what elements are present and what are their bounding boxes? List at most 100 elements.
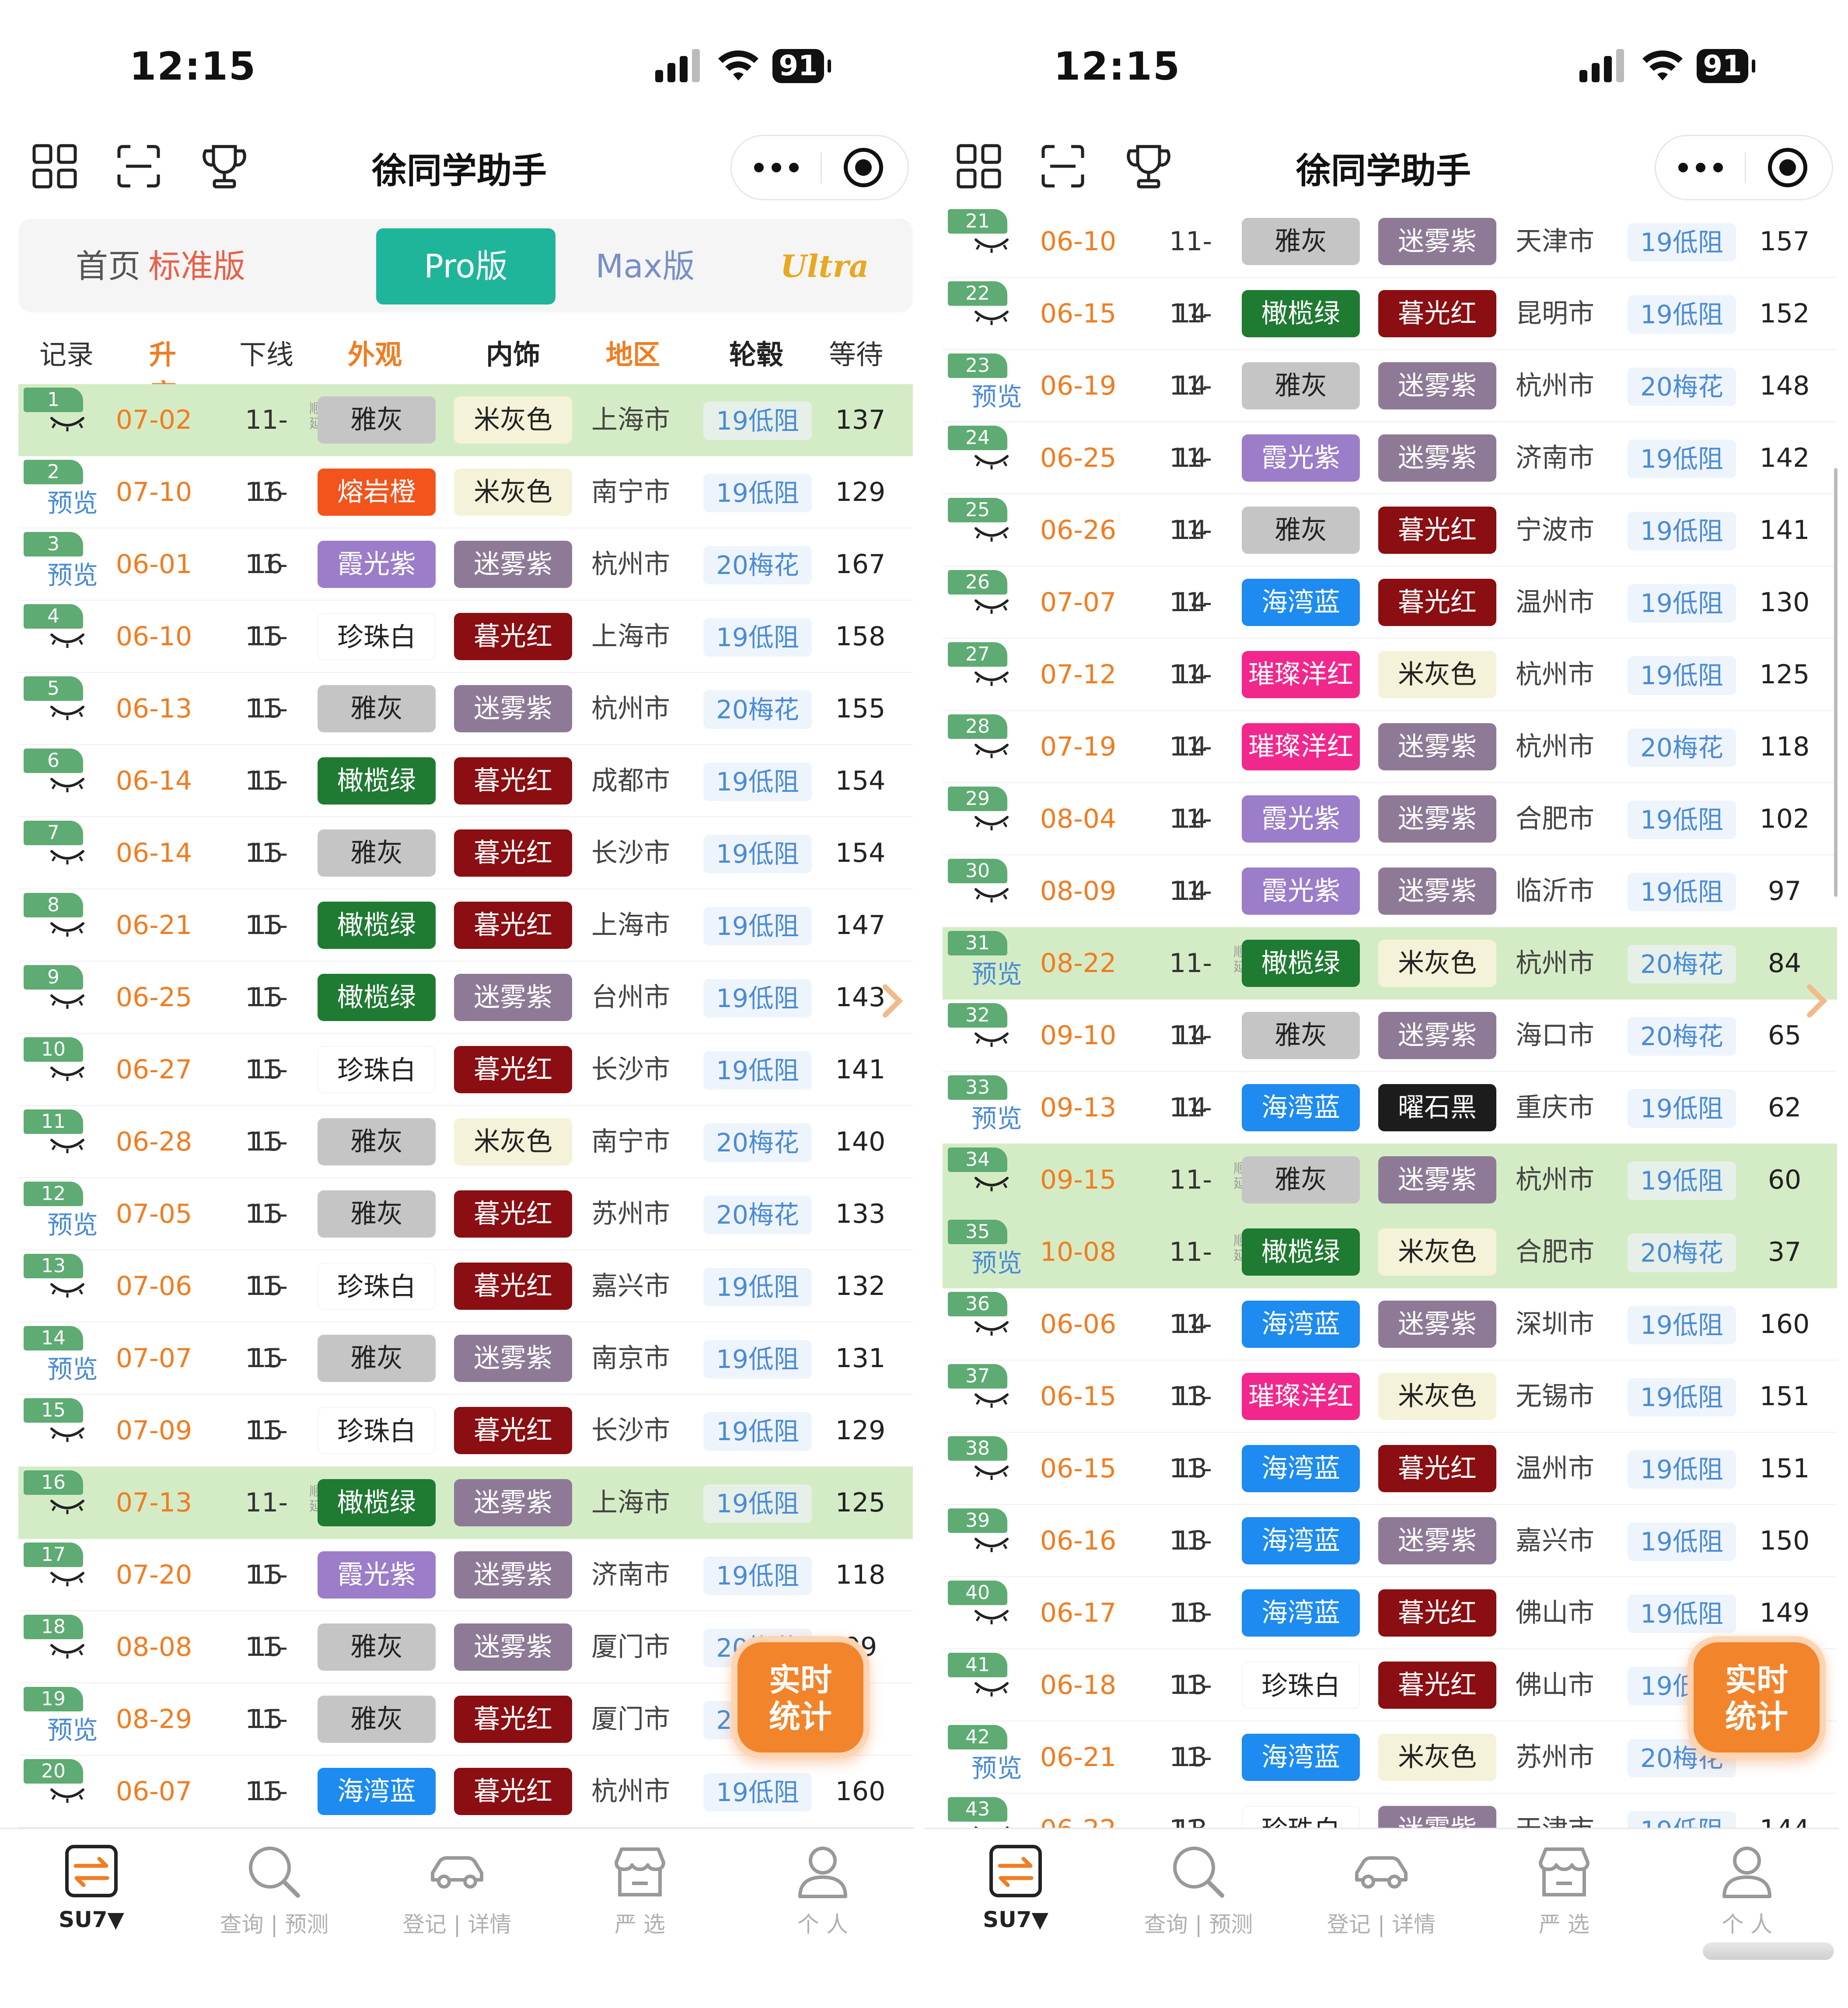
tab-ultra[interactable]: Ultra: [780, 248, 869, 284]
eye-closed-icon[interactable]: [49, 1786, 86, 1804]
table-row[interactable]: 16 07-13 11-15 顺延 橄榄绿 迷雾紫 上海市 19低阻 125: [18, 1467, 913, 1590]
table-row[interactable]: 6 06-14 11-15 橄榄绿 暮光红 成都市 19低阻 154: [18, 745, 913, 868]
table-row[interactable]: 38 06-15 11-13 海湾蓝 暮光红 温州市 19低阻 151: [943, 1433, 1837, 1556]
eye-closed-icon[interactable]: [973, 1824, 1010, 1828]
eye-closed-icon[interactable]: [973, 814, 1010, 831]
table-row[interactable]: 43 06-22 11-13 珍珠白迷雾紫天津市 19低阻 144: [943, 1794, 1837, 1828]
eye-closed-icon[interactable]: [49, 1425, 86, 1443]
table-row[interactable]: 1 07-02 11-16 顺延 雅灰 米灰色 上海市 19低阻 137: [18, 384, 913, 507]
eye-closed-icon[interactable]: [49, 631, 86, 649]
eye-closed-icon[interactable]: [49, 415, 86, 432]
table-row[interactable]: 17 07-20 11-15 霞光紫 迷雾紫 济南市 19低阻 118: [18, 1539, 913, 1662]
eye-closed-icon[interactable]: [49, 1137, 86, 1154]
preview-link[interactable]: 预览: [47, 560, 98, 590]
table-row[interactable]: 2 预览 07-10 11-16 熔岩橙 米灰色 南宁市 19低阻 129: [18, 456, 913, 580]
preview-link[interactable]: 预览: [971, 959, 1023, 989]
eye-closed-icon[interactable]: [973, 597, 1010, 615]
grid-icon[interactable]: [31, 142, 79, 190]
col-region[interactable]: 地区: [605, 339, 660, 371]
chevron-right-icon[interactable]: [1803, 979, 1830, 1023]
more-icon[interactable]: [1656, 136, 1745, 199]
tab-standard[interactable]: 标准版: [148, 248, 245, 285]
table-row[interactable]: 14 预览 07-07 11-15 雅灰 迷雾紫 南京市 19低阻 131: [18, 1322, 913, 1446]
table-row[interactable]: 12 预览 07-05 11-15 雅灰 暮光红 苏州市 20梅花 133: [18, 1178, 913, 1301]
eye-closed-icon[interactable]: [973, 1608, 1010, 1625]
table-row[interactable]: 36 06-06 11-13 海湾蓝 迷雾紫 深圳市 19低阻 160: [943, 1288, 1837, 1412]
table-row[interactable]: 5 06-13 11-15 雅灰 迷雾紫 杭州市 20梅花 155: [18, 673, 913, 796]
table-row[interactable]: 23 预览 06-19 11-14 雅灰 迷雾紫 杭州市 20梅花 148: [943, 350, 1837, 473]
eye-closed-icon[interactable]: [973, 1030, 1010, 1048]
eye-closed-icon[interactable]: [49, 1497, 86, 1515]
trophy-icon[interactable]: [1125, 142, 1173, 190]
table-row[interactable]: 24 06-25 11-14 霞光紫 迷雾紫 济南市 19低阻 142: [943, 422, 1837, 546]
nav-register[interactable]: 登记 | 详情: [366, 1841, 548, 1938]
eye-closed-icon[interactable]: [49, 848, 86, 865]
nav-register[interactable]: 登记 | 详情: [1290, 1841, 1473, 1938]
realtime-stats-button[interactable]: 实时 统计: [1687, 1636, 1826, 1759]
table-row[interactable]: 8 06-21 11-15 橄榄绿 暮光红 上海市 19低阻 147: [18, 889, 913, 1013]
nav-query[interactable]: 查询 | 预测: [1107, 1841, 1290, 1938]
record-icon[interactable]: [844, 148, 883, 187]
nav-select[interactable]: 严 选: [1473, 1841, 1656, 1938]
nav-select[interactable]: 严 选: [548, 1841, 731, 1938]
table-row[interactable]: 40 06-17 11-13 海湾蓝 暮光红 佛山市 19低阻 149: [943, 1577, 1837, 1700]
chevron-right-icon[interactable]: [879, 979, 905, 1023]
tab-home[interactable]: 首页: [76, 248, 140, 285]
scan-icon[interactable]: [115, 142, 163, 190]
tab-max[interactable]: Max版: [595, 248, 695, 285]
table-row[interactable]: 7 06-14 11-15 雅灰 暮光红 长沙市 19低阻 154: [18, 817, 913, 941]
eye-closed-icon[interactable]: [973, 886, 1010, 903]
table-row[interactable]: 26 07-07 11-14 海湾蓝 暮光红 温州市 19低阻 130: [943, 567, 1837, 690]
table-row[interactable]: 9 06-25 11-15 橄榄绿 迷雾紫 台州市 19低阻 143: [18, 962, 913, 1085]
grid-icon[interactable]: [955, 142, 1003, 190]
preview-link[interactable]: 预览: [971, 1104, 1023, 1133]
table-row[interactable]: 32 09-10 11-14 雅灰 迷雾紫 海口市 20梅花 65: [943, 1000, 1837, 1123]
trophy-icon[interactable]: [200, 142, 248, 190]
col-wait[interactable]: 等待: [828, 339, 883, 371]
col-exterior[interactable]: 外观: [347, 339, 402, 371]
table-row[interactable]: 37 06-15 11-13 璀璨洋红 米灰色 无锡市 19低阻 151: [943, 1361, 1837, 1484]
tab-pro[interactable]: Pro版: [376, 228, 555, 304]
scan-icon[interactable]: [1039, 142, 1087, 190]
preview-link[interactable]: 预览: [47, 1715, 98, 1745]
table-row[interactable]: 4 06-10 11-15 珍珠白 暮光红 上海市 19低阻 158: [18, 601, 913, 724]
table-row[interactable]: 29 08-04 11-14 霞光紫 迷雾紫 合肥市 19低阻 102: [943, 783, 1837, 906]
preview-link[interactable]: 预览: [47, 1354, 98, 1384]
eye-closed-icon[interactable]: [973, 236, 1010, 254]
eye-closed-icon[interactable]: [49, 703, 86, 721]
preview-link[interactable]: 预览: [971, 1753, 1023, 1783]
table-row[interactable]: 25 06-26 11-14 雅灰 暮光红 宁波市 19低阻 141: [943, 494, 1837, 618]
table-row[interactable]: 28 07-19 11-14 璀璨洋红 迷雾紫 杭州市 20梅花 118: [943, 711, 1837, 834]
table-row[interactable]: 31 预览 08-22 11-14 顺延 橄榄绿 米灰色 杭州市 20梅花 84: [943, 927, 1837, 1051]
table-row[interactable]: 10 06-27 11-15 珍珠白 暮光红 长沙市 19低阻 141: [18, 1034, 913, 1157]
eye-closed-icon[interactable]: [973, 525, 1010, 542]
eye-closed-icon[interactable]: [973, 1680, 1010, 1697]
record-icon[interactable]: [1768, 148, 1807, 187]
eye-closed-icon[interactable]: [973, 742, 1010, 759]
eye-closed-icon[interactable]: [49, 776, 86, 793]
nav-su7[interactable]: SU7▼: [0, 1841, 183, 1932]
eye-closed-icon[interactable]: [973, 669, 1010, 687]
preview-link[interactable]: 预览: [971, 1248, 1023, 1278]
col-interior[interactable]: 内饰: [486, 339, 540, 371]
nav-su7[interactable]: SU7▼: [924, 1841, 1107, 1932]
table-row[interactable]: 21 06-10 11-14 雅灰 迷雾紫 天津市 19低阻 157: [943, 206, 1837, 329]
preview-link[interactable]: 预览: [47, 1210, 98, 1240]
eye-closed-icon[interactable]: [49, 1570, 86, 1587]
table-row[interactable]: 13 07-06 11-15 珍珠白 暮光红 嘉兴市 19低阻 132: [18, 1250, 913, 1374]
eye-closed-icon[interactable]: [973, 1391, 1010, 1409]
table-row[interactable]: 3 预览 06-01 11-15 霞光紫 迷雾紫 杭州市 20梅花 167: [18, 528, 913, 652]
eye-closed-icon[interactable]: [49, 992, 86, 1010]
nav-query[interactable]: 查询 | 预测: [183, 1841, 366, 1938]
table-row[interactable]: 41 06-18 11-13 珍珠白 暮光红 佛山市 19低阻: [943, 1649, 1837, 1773]
col-offline[interactable]: 下线: [239, 339, 293, 371]
nav-profile[interactable]: 个 人: [1656, 1841, 1838, 1938]
col-wheel[interactable]: 轮毂: [729, 339, 783, 371]
